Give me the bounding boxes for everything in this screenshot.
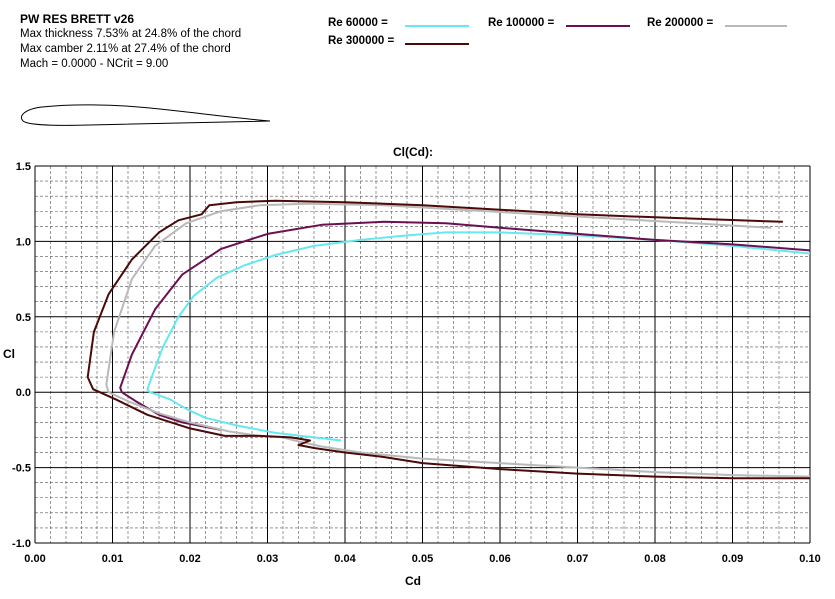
series-line-re-300000 <box>86 199 810 480</box>
y-tick-label: 0.0 <box>16 387 31 399</box>
legend-label: Re 200000 = <box>647 17 714 29</box>
legend-item-re200000: Re 200000 = <box>647 17 792 33</box>
x-tick-label: 0.03 <box>257 553 278 565</box>
x-tick-label: 0.09 <box>722 553 743 565</box>
legend-item-re300000: Re 300000 = <box>328 35 473 51</box>
airfoil-name: PW RES BRETT v26 <box>20 12 135 26</box>
x-tick-label: 0.07 <box>567 553 588 565</box>
x-tick-label: 0.10 <box>799 553 820 565</box>
x-axis-label: Cd <box>405 574 421 588</box>
legend-label: Re 60000 = <box>328 17 388 29</box>
legend-swatch <box>725 25 787 27</box>
x-tick-label: 0.08 <box>644 553 665 565</box>
series-line-re-60000 <box>146 231 811 442</box>
major-grid <box>34 165 811 544</box>
legend-item-re100000: Re 100000 = <box>488 17 633 33</box>
y-tick-label: 1.5 <box>16 161 31 173</box>
legend-item-re60000: Re 60000 = <box>328 17 473 33</box>
legend-swatch <box>405 25 469 27</box>
legend-swatch <box>405 43 469 45</box>
x-tick-label: 0.06 <box>489 553 510 565</box>
x-tick-label: 0.05 <box>412 553 433 565</box>
chart-title: Cl(Cd): <box>393 145 433 159</box>
legend-label: Re 100000 = <box>488 17 555 29</box>
y-tick-labels: -1.0 -0.5 0.0 0.5 1.0 1.5 <box>12 161 31 550</box>
legend-swatch <box>566 25 630 27</box>
x-tick-label: 0.00 <box>24 553 45 565</box>
airfoil-profile <box>20 104 271 126</box>
series-layer <box>86 199 811 480</box>
x-tick-label: 0.01 <box>102 553 123 565</box>
x-tick-labels: 0.00 0.01 0.02 0.03 0.04 0.05 0.06 0.07 0.08 0.09… <box>24 553 820 565</box>
max-camber-text: Max camber 2.11% at 27.4% of the chord <box>20 43 231 55</box>
airfoil-info: PW RES BRETT v26 Max thickness 7.53% at … <box>20 12 241 72</box>
x-tick-label: 0.02 <box>179 553 200 565</box>
y-tick-label: -1.0 <box>12 538 31 550</box>
x-tick-label: 0.04 <box>334 553 356 565</box>
y-tick-label: -0.5 <box>12 463 31 475</box>
y-tick-label: 0.5 <box>16 312 31 324</box>
legend-label: Re 300000 = <box>328 35 395 47</box>
series-line-re-200000 <box>105 202 811 478</box>
y-tick-label: 1.0 <box>16 236 31 248</box>
series-line-re-100000 <box>119 220 811 431</box>
mach-ncrit-text: Mach = 0.0000 - NCrit = 9.00 <box>20 58 169 70</box>
y-axis-label: Cl <box>3 347 15 361</box>
max-thickness-text: Max thickness 7.53% at 24.8% of the chor… <box>20 28 242 40</box>
